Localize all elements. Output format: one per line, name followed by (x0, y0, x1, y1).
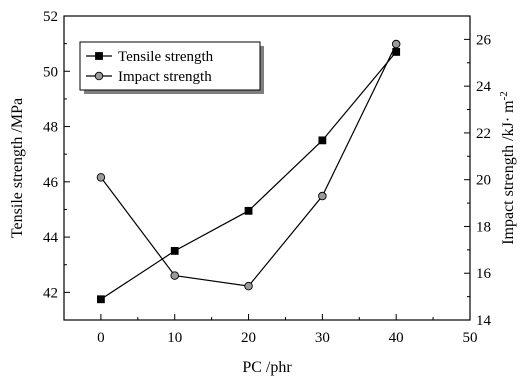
data-point-square (244, 206, 253, 215)
data-point-square (97, 295, 105, 304)
x-tick-label: 40 (389, 330, 404, 346)
data-point-circle (96, 173, 106, 182)
data-point-circle (244, 281, 253, 291)
y-left-tick-label: 48 (43, 120, 58, 136)
y-right-axis-title-main: Impact strength /kJ· m (500, 100, 517, 245)
x-tick-label: 20 (241, 330, 256, 346)
plot-frame (63, 15, 471, 321)
y-left-tick-label: 44 (43, 230, 59, 246)
data-point-circle (170, 271, 179, 280)
y-right-tick-label: 18 (476, 219, 491, 235)
y-right-axis-title: Impact strength /kJ· m-2 (498, 91, 517, 245)
y-left-tick-label: 52 (43, 9, 58, 25)
x-tick-label: 50 (463, 330, 478, 346)
y-right-tick-label: 26 (476, 32, 492, 48)
x-tick-label: 0 (97, 330, 105, 346)
y-right-tick-label: 14 (476, 313, 492, 329)
data-point-circle (391, 39, 401, 49)
y-right-tick-label: 20 (476, 173, 491, 189)
legend: Tensile strength Impact strength (79, 41, 264, 94)
x-tick-label: 10 (167, 330, 182, 346)
y-right-tick-label: 16 (476, 266, 492, 282)
y-left-tick-label: 42 (43, 285, 58, 301)
legend-label: Impact strength (118, 69, 212, 85)
y-right-axis-title-sup: -2 (498, 91, 510, 100)
legend-box (79, 41, 261, 91)
y-left-axis-title: Tensile strength /MPa (9, 98, 26, 238)
y-right-tick-label: 24 (476, 79, 492, 95)
y-left-tick-label: 46 (43, 175, 59, 191)
y-right-tick-label: 22 (476, 126, 491, 142)
data-point-square (170, 247, 179, 255)
axes (63, 15, 471, 321)
data-point-circle (318, 191, 327, 201)
ticks: 0 10 20 30 40 50 42 44 46 48 50 52 14 16 18 20 22 24 26 (43, 9, 492, 346)
legend-label: Tensile strength (118, 49, 214, 65)
legend-marker-square (95, 52, 103, 60)
y-left-tick-label: 50 (43, 64, 58, 80)
data-point-square (318, 136, 327, 145)
x-tick-label: 30 (315, 330, 330, 346)
x-axis-title: PC /phr (242, 359, 292, 376)
legend-marker-circle (94, 71, 104, 81)
series-layer (96, 39, 401, 304)
